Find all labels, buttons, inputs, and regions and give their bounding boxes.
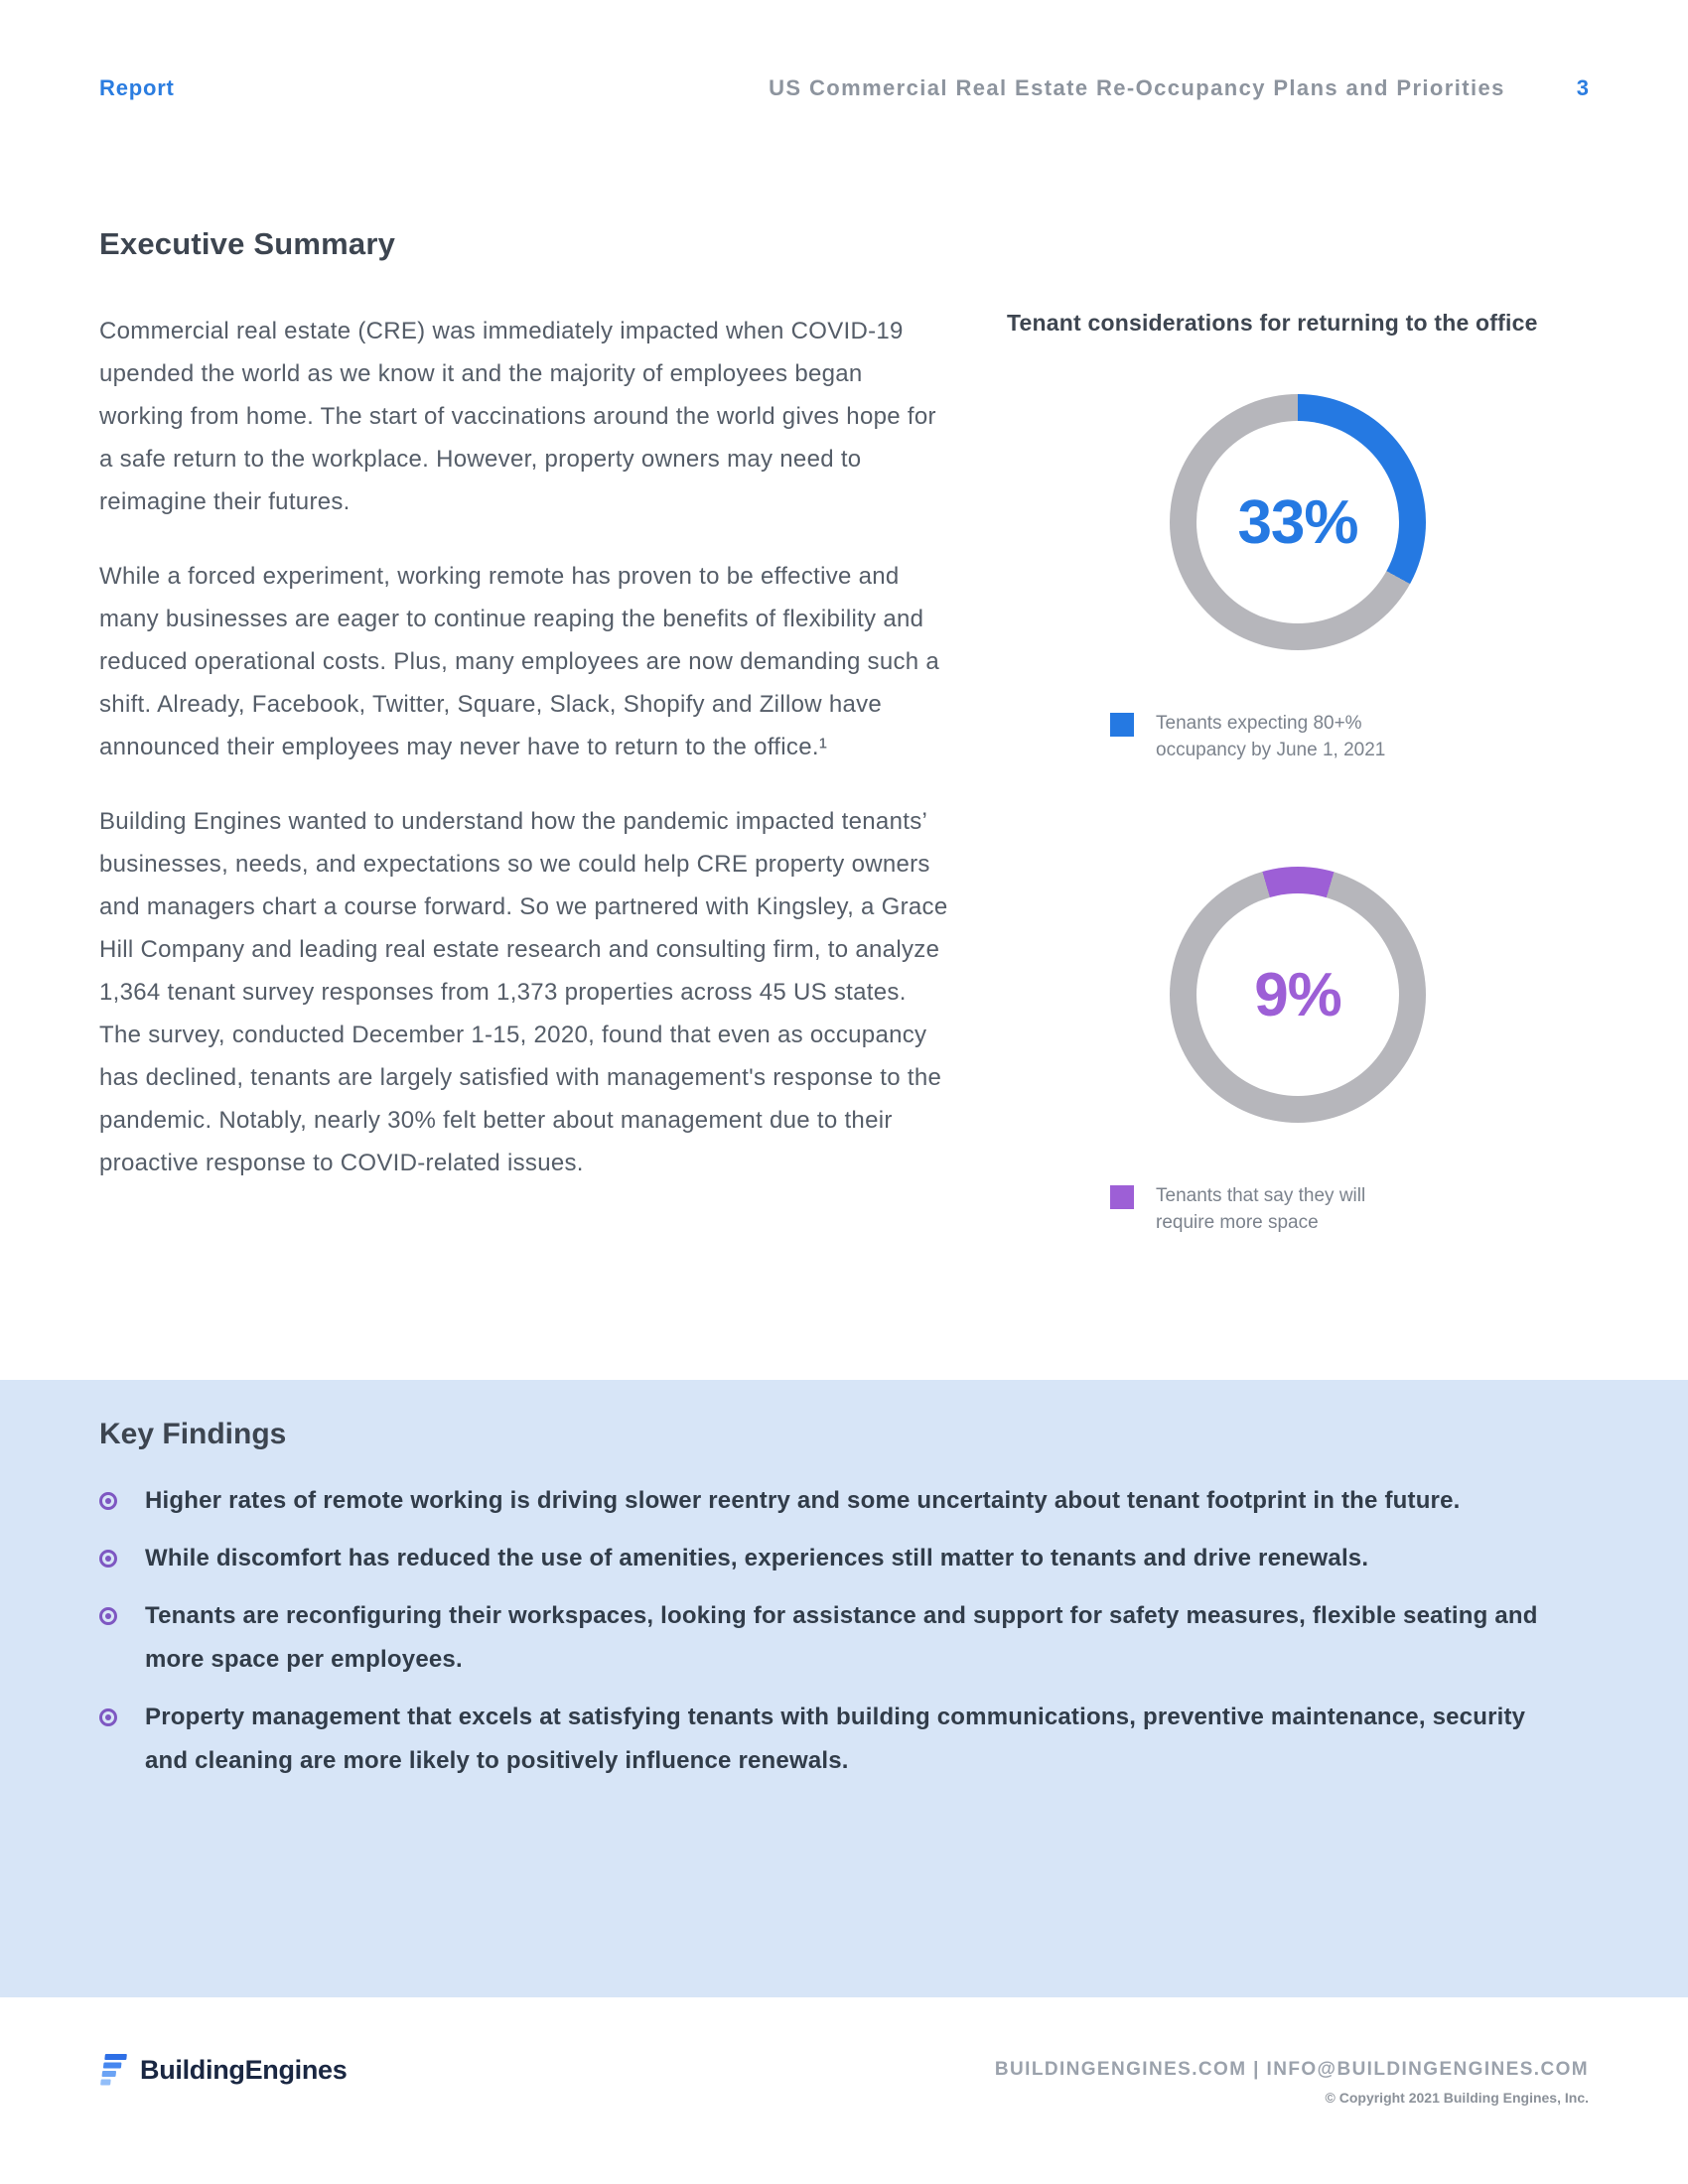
- buildingengines-logo-icon: [100, 2054, 127, 2086]
- bullseye-bullet-icon: [99, 1708, 117, 1726]
- footer-contact: BUILDINGENGINES.COM | INFO@BUILDINGENGIN…: [994, 2059, 1589, 2080]
- footer-contact-block: BUILDINGENGINES.COM | INFO@BUILDINGENGIN…: [995, 2053, 1589, 2106]
- executive-summary-title: Executive Summary: [99, 226, 396, 261]
- summary-text-column: Commercial real estate (CRE) was immedia…: [99, 310, 953, 1236]
- footer-copyright: © Copyright 2021 Building Engines, Inc.: [1325, 2090, 1589, 2106]
- page-footer: BuildingEngines BUILDINGENGINES.COM | IN…: [99, 2053, 1589, 2106]
- donut-hole: 9%: [1196, 893, 1399, 1096]
- charts-panel: Tenant considerations for returning to t…: [1007, 310, 1589, 1236]
- legend-label-more-space: Tenants that say they will require more …: [1156, 1185, 1366, 1233]
- bullseye-bullet-icon: [99, 1492, 117, 1510]
- summary-paragraph-2: While a forced experiment, working remot…: [99, 563, 940, 760]
- donut-chart-occupancy: 33%: [1170, 394, 1426, 650]
- legend-occupancy: Tenants expecting 80+% occupancy by June…: [1110, 710, 1589, 763]
- key-finding-item: Higher rates of remote working is drivin…: [99, 1479, 1589, 1523]
- content-columns: Commercial real estate (CRE) was immedia…: [0, 310, 1688, 1236]
- page-number: 3: [1576, 75, 1589, 100]
- donut-value-label-occupancy: 33%: [1237, 487, 1358, 557]
- summary-paragraph-1: Commercial real estate (CRE) was immedia…: [99, 318, 936, 515]
- summary-paragraph-3: Building Engines wanted to understand ho…: [99, 808, 948, 1176]
- legend-swatch-blue: [1110, 713, 1134, 737]
- header-right: US Commercial Real Estate Re-Occupancy P…: [769, 75, 1589, 101]
- key-findings-section: Key Findings Higher rates of remote work…: [0, 1380, 1688, 1997]
- key-finding-text: While discomfort has reduced the use of …: [145, 1545, 1369, 1571]
- legend-label-occupancy: Tenants expecting 80+% occupancy by June…: [1156, 713, 1386, 760]
- charts-panel-title: Tenant considerations for returning to t…: [1007, 310, 1538, 336]
- report-label: Report: [99, 75, 175, 100]
- buildingengines-logo: BuildingEngines: [99, 2053, 348, 2087]
- donut-hole: 33%: [1196, 421, 1399, 623]
- bullseye-bullet-icon: [99, 1607, 117, 1625]
- donut-chart-more-space: 9%: [1170, 867, 1426, 1123]
- key-finding-text: Property management that excels at satis…: [145, 1704, 1526, 1774]
- bullseye-bullet-icon: [99, 1550, 117, 1568]
- document-title: US Commercial Real Estate Re-Occupancy P…: [769, 75, 1505, 100]
- legend-more-space: Tenants that say they will require more …: [1110, 1182, 1589, 1236]
- donut-value-label-more-space: 9%: [1254, 960, 1342, 1029]
- key-finding-item: While discomfort has reduced the use of …: [99, 1537, 1589, 1580]
- key-findings-title: Key Findings: [99, 1418, 287, 1450]
- page-header: Report US Commercial Real Estate Re-Occu…: [0, 0, 1688, 101]
- key-finding-item: Property management that excels at satis…: [99, 1696, 1589, 1783]
- key-finding-item: Tenants are reconfiguring their workspac…: [99, 1594, 1589, 1682]
- key-finding-text: Tenants are reconfiguring their workspac…: [145, 1602, 1538, 1673]
- key-finding-text: Higher rates of remote working is drivin…: [145, 1487, 1461, 1514]
- logo-text: BuildingEngines: [140, 2054, 348, 2085]
- legend-swatch-purple: [1110, 1185, 1134, 1209]
